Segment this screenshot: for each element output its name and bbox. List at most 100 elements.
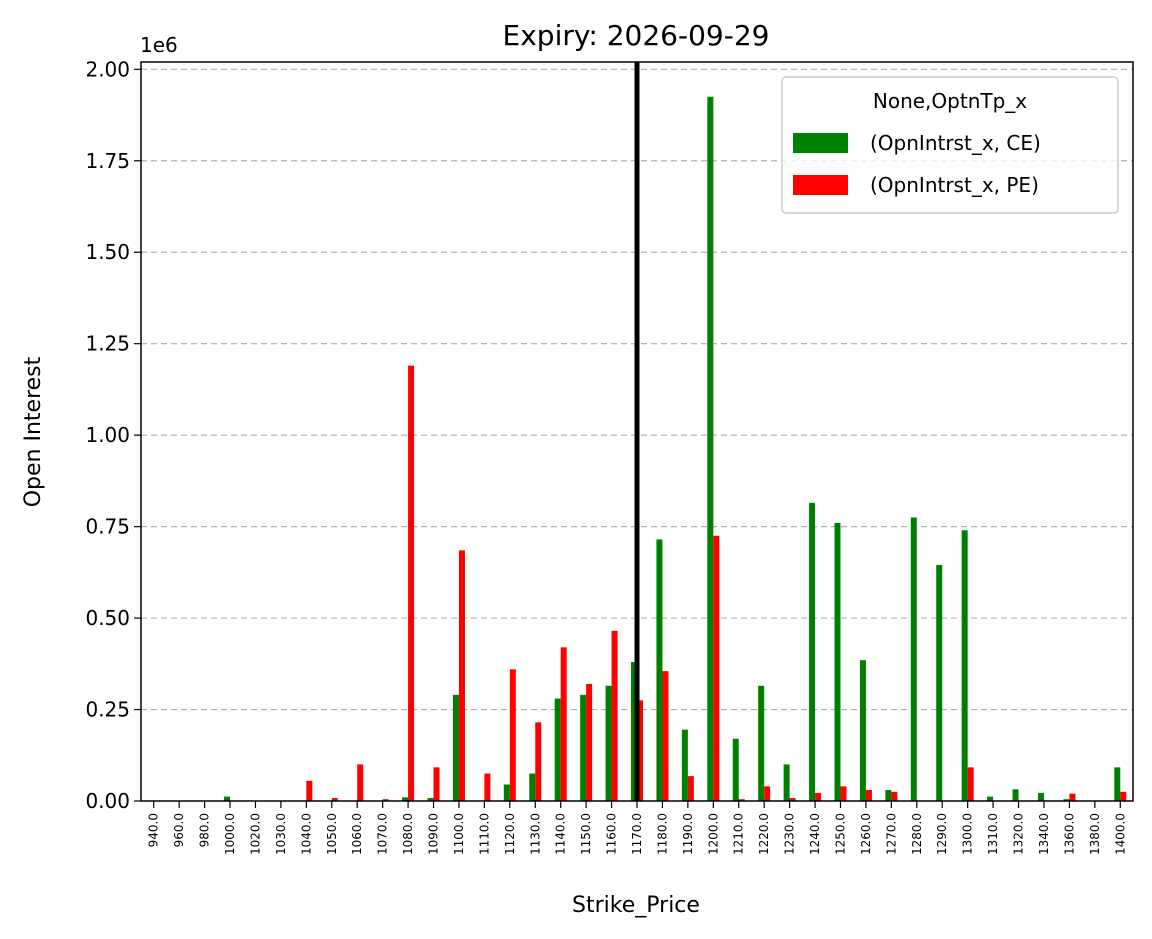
x-tick-label: 1090.0 xyxy=(427,813,441,855)
x-tick-label: 1380.0 xyxy=(1088,813,1102,855)
x-tick-label: 1170.0 xyxy=(630,813,644,855)
bar-pe xyxy=(662,671,669,801)
bar-ce xyxy=(631,661,637,801)
bar-ce xyxy=(605,685,612,801)
bar-ce xyxy=(554,698,561,801)
bar-ce xyxy=(402,797,409,801)
bar-pe xyxy=(331,798,338,801)
y-tick-label: 1.75 xyxy=(85,149,130,173)
bar-ce xyxy=(707,96,714,802)
x-tick-label: 1200.0 xyxy=(706,813,720,855)
x-tick-label: 1130.0 xyxy=(528,813,542,855)
x-tick-label: 980.0 xyxy=(198,813,212,847)
x-tick-label: 1030.0 xyxy=(274,813,288,855)
bar-ce xyxy=(885,790,892,801)
x-tick-label: 1360.0 xyxy=(1062,813,1076,855)
bar-pe xyxy=(764,786,771,801)
x-tick-label: 940.0 xyxy=(147,813,161,847)
bar-ce xyxy=(1012,789,1019,801)
x-tick-label: 960.0 xyxy=(172,813,186,847)
x-tick-label: 1160.0 xyxy=(605,813,619,855)
bar-ce xyxy=(809,502,816,801)
x-axis: 940.0 960.0 980.0 1000.0 1020.0 1030.0 1040.0 1… xyxy=(147,801,1127,855)
x-tick-label: 1020.0 xyxy=(248,813,262,855)
bar-ce xyxy=(758,685,765,801)
bar-ce xyxy=(1063,799,1070,801)
bar-pe xyxy=(738,799,745,801)
bar-ce xyxy=(427,798,434,801)
x-tick-label: 1180.0 xyxy=(655,813,669,855)
x-tick-label: 1150.0 xyxy=(579,813,593,855)
y-tick-label: 0.50 xyxy=(85,606,130,630)
x-tick-label: 1190.0 xyxy=(681,813,695,855)
bar-pe xyxy=(789,798,796,801)
bar-ce xyxy=(910,517,917,801)
bar-pe xyxy=(357,764,364,801)
bar-ce xyxy=(834,522,841,801)
x-tick-label: 1240.0 xyxy=(808,813,822,855)
x-tick-label: 1220.0 xyxy=(757,813,771,855)
legend-swatch-ce xyxy=(793,133,848,153)
bar-ce xyxy=(732,738,739,801)
bar-pe xyxy=(967,767,974,801)
bar-pe xyxy=(535,722,542,801)
bar-ce xyxy=(987,796,994,801)
bar-pe xyxy=(637,700,643,801)
bar-pe xyxy=(815,792,822,801)
x-tick-label: 1340.0 xyxy=(1037,813,1051,855)
y-tick-label: 2.00 xyxy=(85,57,130,81)
bar-pe xyxy=(891,791,898,801)
bar-ce xyxy=(529,773,536,801)
x-tick-label: 1100.0 xyxy=(452,813,466,855)
x-tick-label: 1040.0 xyxy=(299,813,313,855)
y-tick-label: 1.50 xyxy=(85,240,130,264)
x-tick-label: 1060.0 xyxy=(350,813,364,855)
legend-swatch-pe xyxy=(793,175,848,195)
bar-pe xyxy=(509,669,516,801)
x-tick-label: 1050.0 xyxy=(325,813,339,855)
bar-ce xyxy=(936,565,943,801)
x-tick-label: 1300.0 xyxy=(961,813,975,855)
bar-ce xyxy=(452,694,459,801)
y-axis-offset-label: 1e6 xyxy=(140,33,178,57)
bar-pe xyxy=(408,365,415,801)
x-tick-label: 1140.0 xyxy=(554,813,568,855)
x-tick-label: 1270.0 xyxy=(884,813,898,855)
x-tick-label: 1290.0 xyxy=(935,813,949,855)
bar-ce xyxy=(224,796,231,801)
legend-title: None,OptnTp_x xyxy=(873,89,1027,113)
y-axis-label: Open Interest xyxy=(21,356,46,507)
x-tick-label: 1310.0 xyxy=(986,813,1000,855)
x-tick-label: 1280.0 xyxy=(910,813,924,855)
x-tick-label: 1120.0 xyxy=(503,813,517,855)
x-tick-label: 1070.0 xyxy=(376,813,390,855)
legend-label-pe: (OpnIntrst_x, PE) xyxy=(870,173,1039,197)
bar-pe xyxy=(382,799,389,801)
bar-ce xyxy=(859,660,866,801)
bar-ce xyxy=(961,530,968,801)
bar-pe xyxy=(560,647,567,801)
bar-ce xyxy=(681,729,688,801)
x-tick-label: 1110.0 xyxy=(477,813,491,855)
x-tick-label: 1260.0 xyxy=(859,813,873,855)
bar-pe xyxy=(1069,793,1076,801)
y-tick-label: 0.00 xyxy=(85,789,130,813)
bar-pe xyxy=(586,683,593,801)
x-tick-label: 1210.0 xyxy=(732,813,746,855)
bar-ce xyxy=(1114,767,1121,801)
legend-box xyxy=(781,76,1119,214)
bar-pe xyxy=(458,550,465,801)
bar-pe xyxy=(433,767,440,801)
bar-pe xyxy=(713,535,720,801)
y-tick-label: 1.00 xyxy=(85,423,130,447)
bar-pe xyxy=(611,630,618,801)
x-tick-label: 1320.0 xyxy=(1012,813,1026,855)
y-tick-label: 0.25 xyxy=(85,698,130,722)
bar-ce xyxy=(1037,792,1044,801)
bar-pe xyxy=(1120,791,1127,801)
bar-ce xyxy=(503,784,510,801)
chart-title: Expiry: 2026-09-29 xyxy=(503,19,770,52)
bar-pe xyxy=(484,773,491,801)
bar-ce xyxy=(656,539,663,801)
